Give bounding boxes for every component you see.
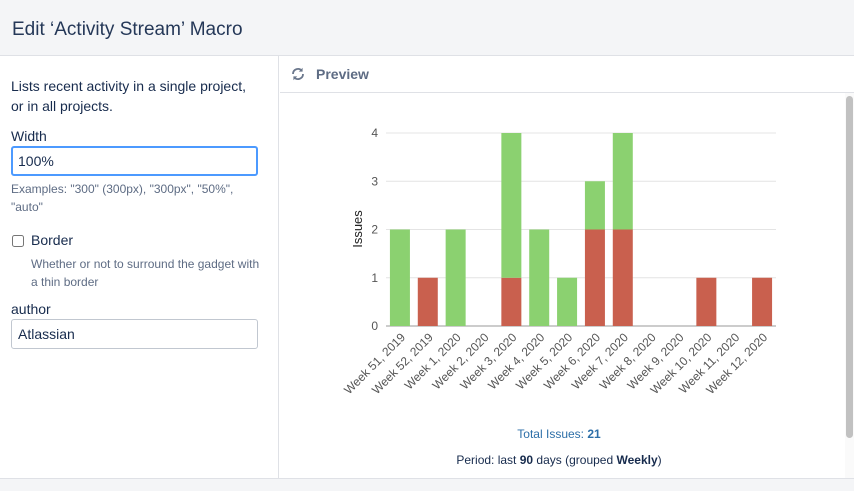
border-checkbox[interactable] bbox=[12, 235, 24, 247]
chart-bars bbox=[389, 133, 773, 327]
y-tick-label: 2 bbox=[371, 223, 378, 237]
dialog-header: Edit ‘Activity Stream’ Macro bbox=[0, 0, 854, 56]
border-hint: Whether or not to surround the gadget wi… bbox=[31, 257, 260, 289]
bar-segment[interactable] bbox=[752, 277, 773, 326]
refresh-icon[interactable] bbox=[290, 66, 306, 82]
macro-parameters-panel: Lists recent activity in a single projec… bbox=[0, 56, 279, 491]
y-tick-label: 4 bbox=[371, 126, 378, 140]
period-suffix: ) bbox=[658, 453, 662, 467]
bar-segment[interactable] bbox=[445, 229, 466, 327]
bar-segment[interactable] bbox=[417, 277, 438, 326]
macro-description: Lists recent activity in a single projec… bbox=[11, 78, 246, 114]
preview-scrollbar-thumb[interactable] bbox=[846, 96, 853, 438]
preview-header: Preview bbox=[280, 56, 854, 93]
width-input[interactable] bbox=[11, 146, 258, 176]
chart-y-ticks: 0 1 2 3 4 bbox=[371, 126, 378, 333]
border-label: Border bbox=[31, 232, 74, 248]
author-input[interactable] bbox=[11, 319, 258, 349]
period-middle: days (grouped bbox=[533, 453, 616, 467]
bar-segment[interactable] bbox=[696, 277, 717, 326]
period-text: Period: last 90 days (grouped Weekly) bbox=[456, 453, 661, 467]
bar-segment[interactable] bbox=[612, 133, 633, 230]
bar-segment[interactable] bbox=[389, 229, 410, 327]
bar-segment[interactable] bbox=[557, 277, 578, 326]
dialog-footer bbox=[0, 478, 854, 491]
bar-segment[interactable] bbox=[529, 229, 550, 327]
preview-label: Preview bbox=[316, 66, 369, 82]
dialog-title: Edit ‘Activity Stream’ Macro bbox=[12, 19, 243, 40]
period-group: Weekly bbox=[616, 453, 657, 467]
bar-segment[interactable] bbox=[501, 277, 522, 326]
period-days: 90 bbox=[520, 453, 534, 467]
author-label: author bbox=[11, 301, 51, 317]
total-issues-value: 21 bbox=[587, 427, 601, 441]
chart-y-axis-label: Issues bbox=[350, 210, 365, 248]
chart-gridlines bbox=[386, 132, 776, 327]
bar-segment[interactable] bbox=[501, 133, 522, 278]
bar-segment[interactable] bbox=[584, 229, 605, 327]
total-issues-label: Total Issues: bbox=[517, 427, 587, 441]
y-tick-label: 1 bbox=[371, 271, 378, 285]
width-label: Width bbox=[11, 128, 47, 144]
y-tick-label: 0 bbox=[371, 319, 378, 333]
total-issues: Total Issues: 21 bbox=[517, 427, 601, 441]
period-prefix: Period: last bbox=[456, 453, 519, 467]
bar-segment[interactable] bbox=[612, 229, 633, 327]
width-hint: Examples: "300" (300px), "300px", "50%",… bbox=[11, 182, 234, 214]
y-tick-label: 3 bbox=[371, 174, 378, 188]
bar-segment[interactable] bbox=[584, 181, 605, 230]
